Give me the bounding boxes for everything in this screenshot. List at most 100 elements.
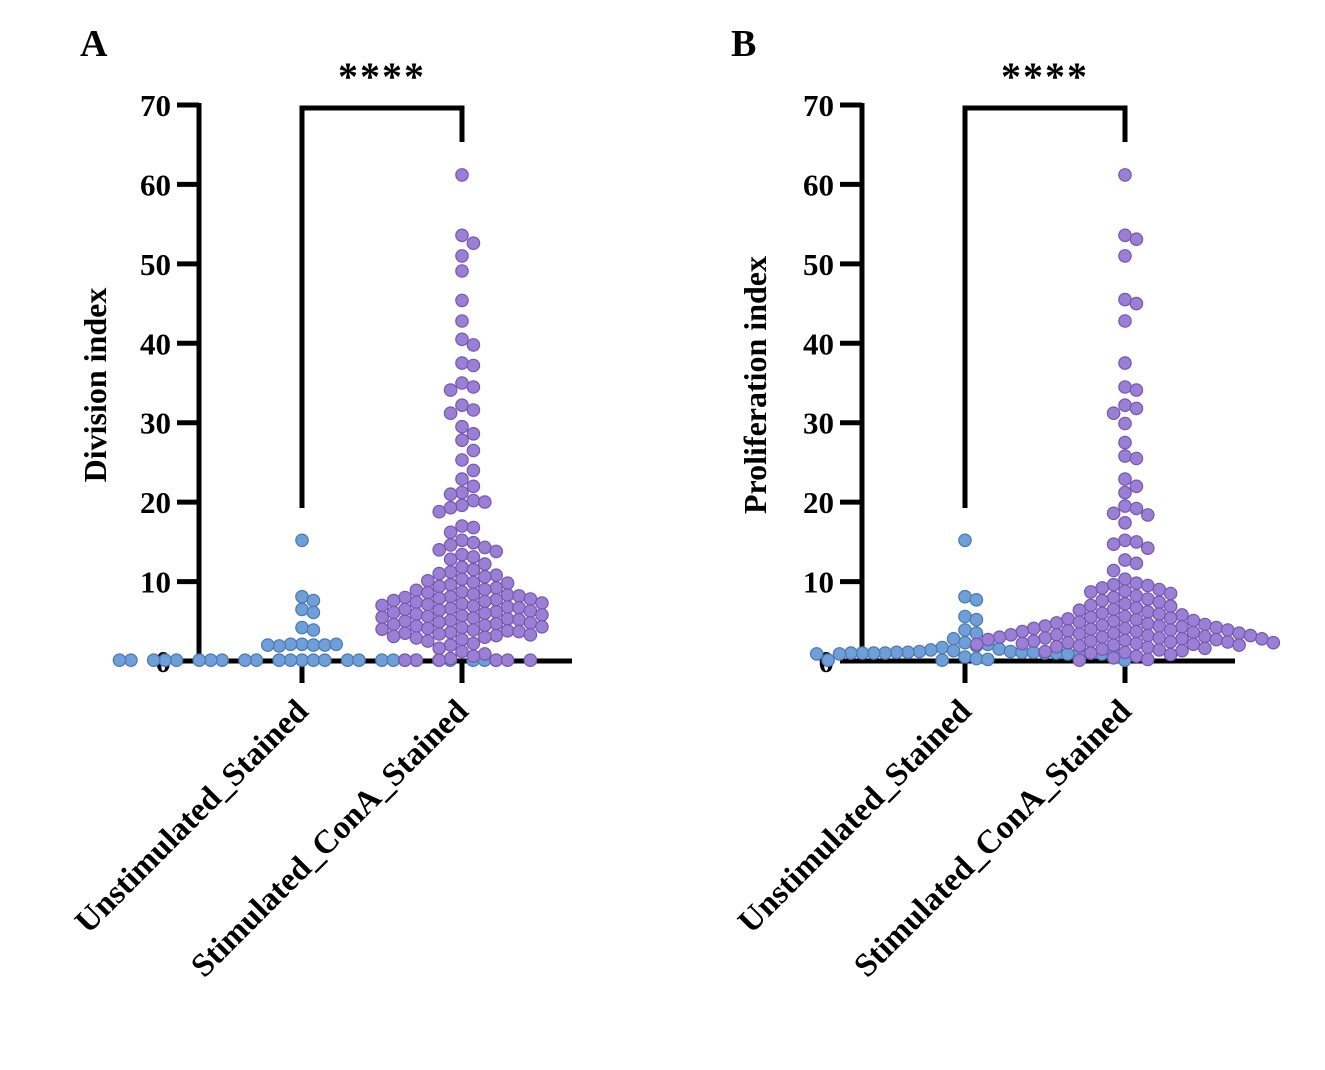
data-point — [455, 376, 469, 390]
data-point — [1129, 535, 1144, 549]
data-point — [455, 293, 469, 308]
data-point — [1163, 586, 1178, 601]
data-point — [1026, 634, 1041, 648]
data-point — [969, 651, 984, 666]
data-point — [432, 615, 446, 629]
data-point — [946, 643, 961, 658]
data-point — [1129, 624, 1144, 639]
data-point — [1232, 626, 1246, 640]
data-point — [432, 641, 446, 656]
data-point — [477, 618, 492, 633]
data-point — [489, 592, 503, 607]
data-point — [1118, 228, 1132, 243]
data-point — [398, 653, 412, 667]
data-point — [466, 636, 481, 651]
data-point — [1118, 398, 1132, 412]
data-point — [1141, 541, 1155, 555]
data-point — [420, 621, 435, 636]
data-point — [306, 593, 321, 608]
data-point — [1072, 615, 1087, 629]
data-point — [386, 629, 401, 644]
data-point — [1106, 577, 1121, 592]
data-point — [477, 557, 492, 571]
data-point — [386, 653, 401, 667]
y-axis-title: Proliferation index — [737, 256, 773, 514]
data-point — [489, 581, 503, 595]
data-point — [901, 645, 915, 660]
data-point — [455, 168, 469, 182]
data-point — [1141, 508, 1155, 522]
data-point — [523, 616, 538, 630]
data-point — [523, 592, 538, 606]
data-point — [489, 628, 503, 643]
data-point — [1175, 608, 1189, 622]
data-point — [443, 552, 458, 567]
data-point — [295, 637, 309, 652]
data-point — [1084, 610, 1098, 625]
data-point — [1106, 638, 1121, 652]
data-point — [420, 585, 435, 600]
data-point — [443, 638, 458, 652]
data-point — [386, 617, 401, 632]
data-point — [500, 623, 515, 638]
data-point — [1038, 631, 1052, 645]
data-point — [1072, 639, 1087, 653]
data-point — [455, 585, 469, 599]
y-tick-label: 50 — [140, 247, 171, 282]
data-point — [432, 591, 446, 606]
data-point — [169, 653, 184, 667]
data-point — [409, 653, 424, 667]
data-point — [466, 236, 481, 250]
data-point — [398, 626, 412, 640]
y-tick-label: 20 — [140, 485, 171, 520]
data-point — [477, 582, 492, 597]
data-point — [1141, 640, 1155, 655]
data-point — [455, 332, 469, 347]
data-point — [489, 616, 503, 631]
data-point — [455, 620, 469, 635]
data-point — [443, 565, 458, 579]
data-point — [535, 596, 549, 610]
data-point — [1026, 621, 1041, 636]
data-point — [958, 623, 972, 637]
data-point — [1095, 593, 1109, 608]
data-point — [1152, 631, 1166, 645]
data-point — [398, 602, 412, 617]
data-point — [409, 595, 424, 609]
data-point — [443, 525, 458, 540]
data-point — [1152, 595, 1166, 609]
data-point — [466, 338, 481, 352]
data-point — [1072, 603, 1087, 617]
data-point — [203, 653, 218, 667]
data-point — [1106, 602, 1121, 617]
data-point — [466, 562, 481, 577]
data-point — [512, 612, 526, 627]
data-point — [432, 542, 446, 557]
data-point — [1209, 632, 1224, 647]
data-point — [1095, 581, 1109, 595]
data-point — [477, 606, 492, 621]
data-point — [1118, 168, 1132, 182]
data-point — [295, 602, 309, 617]
data-point — [958, 650, 972, 664]
data-point — [1038, 619, 1052, 633]
data-point — [386, 605, 401, 620]
data-point — [958, 609, 972, 624]
data-point — [432, 566, 446, 581]
data-point — [1118, 515, 1132, 530]
data-point — [500, 576, 515, 590]
data-point — [1175, 631, 1189, 646]
data-point — [1129, 451, 1144, 466]
data-point — [1038, 644, 1052, 659]
data-point — [1141, 592, 1155, 606]
data-point — [1118, 584, 1132, 598]
data-point — [1084, 585, 1098, 599]
data-point — [432, 504, 446, 519]
data-point — [1106, 506, 1121, 521]
data-point — [455, 560, 469, 575]
data-point — [981, 632, 995, 647]
data-point — [477, 594, 492, 609]
data-point — [466, 611, 481, 625]
data-point — [992, 642, 1006, 656]
